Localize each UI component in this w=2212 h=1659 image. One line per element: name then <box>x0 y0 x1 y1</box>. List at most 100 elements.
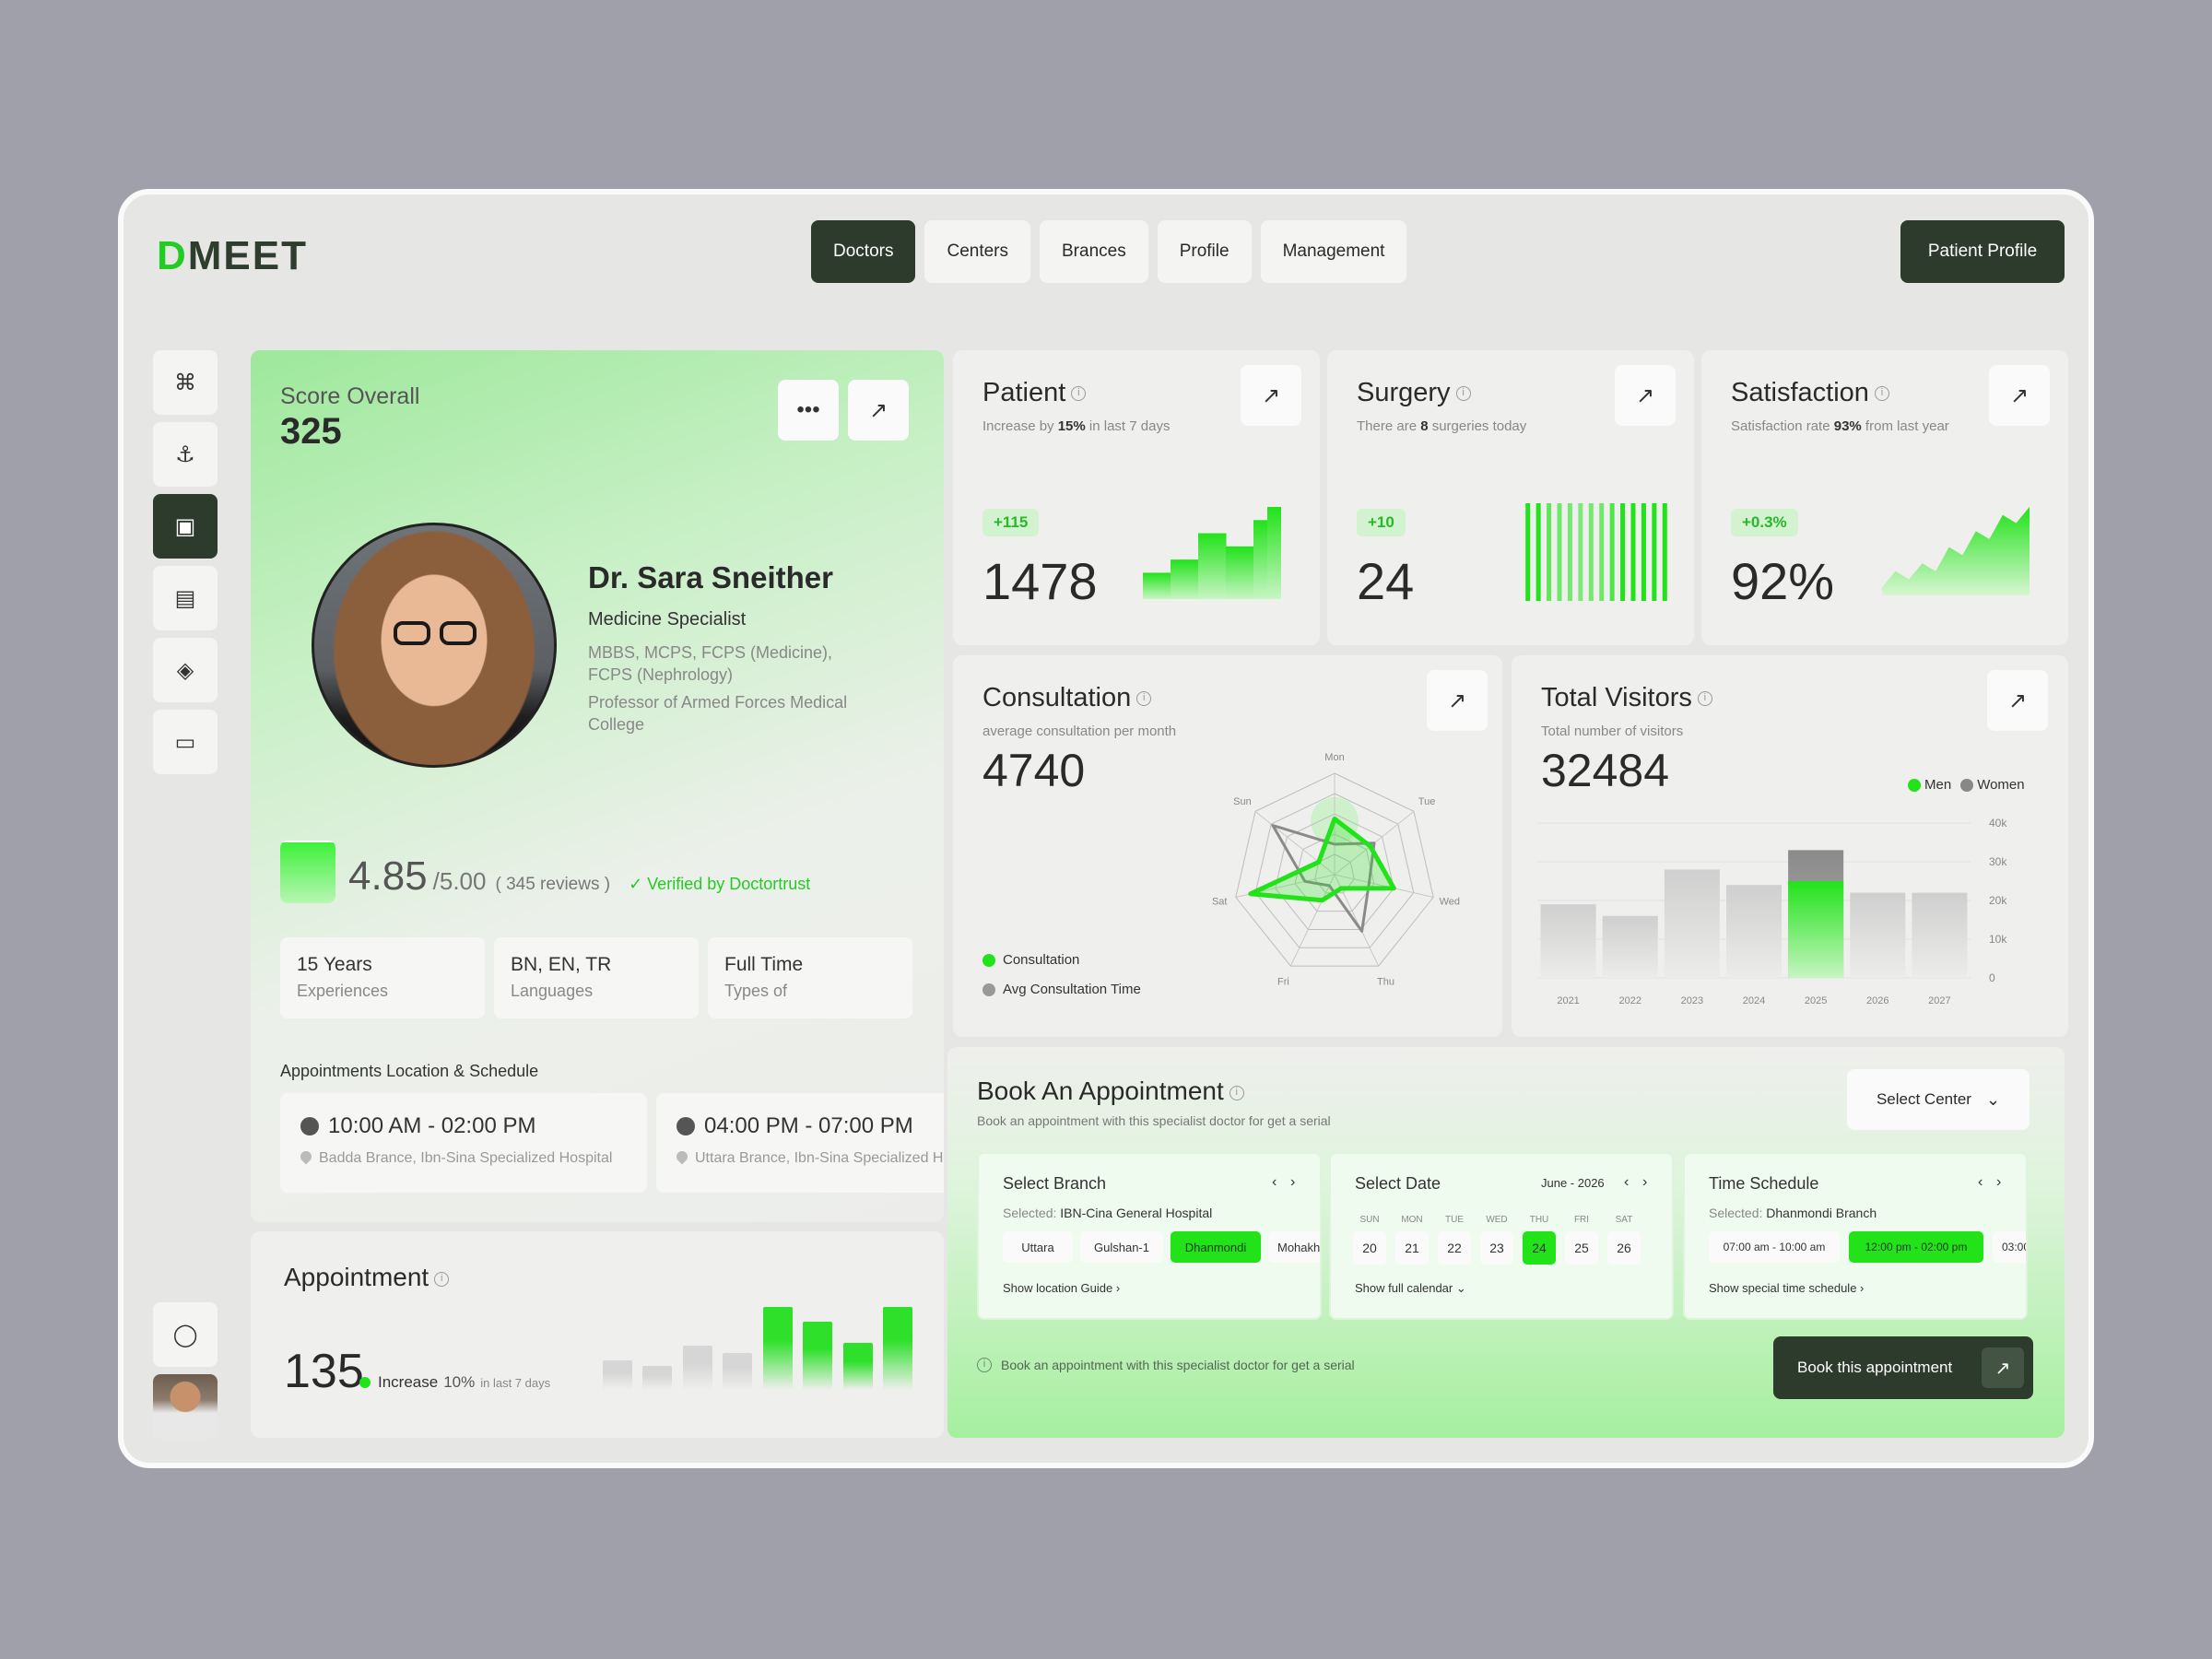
branch-option[interactable]: Mohakhali <box>1268 1231 1320 1263</box>
select-center-dropdown[interactable]: Select Center ⌄ <box>1847 1069 2030 1130</box>
info-icon[interactable]: i <box>1455 386 1471 402</box>
archive-icon[interactable]: ▤ <box>153 566 218 630</box>
visitors-bar-women <box>1602 915 1658 978</box>
chevron-right-icon[interactable]: › <box>1642 1174 1648 1190</box>
stat-value: Full Time <box>724 954 804 975</box>
expand-arrow-icon[interactable]: ↗ <box>1615 365 1676 426</box>
info-icon[interactable]: i <box>1136 691 1152 707</box>
select-center-label: Select Center <box>1876 1090 1971 1108</box>
booking-title: Book An Appointment i <box>977 1077 1244 1106</box>
branch-option[interactable]: Uttara <box>1003 1231 1073 1263</box>
info-icon[interactable]: i <box>1874 386 1889 402</box>
card-title-text: Total Visitors <box>1541 683 1692 712</box>
kpi-sub-pre: Increase by <box>982 418 1058 434</box>
chevron-left-icon[interactable]: ‹ <box>1272 1174 1277 1190</box>
expand-arrow-icon[interactable]: ↗ <box>848 380 909 441</box>
day-name: FRI <box>1573 1215 1590 1225</box>
nav-profile[interactable]: Profile <box>1157 220 1252 283</box>
logo[interactable]: DMEET <box>157 233 309 278</box>
surgery-bar <box>1578 503 1583 601</box>
time-slot[interactable]: 03:00 pm - 05:00 pm <box>1993 1231 2026 1263</box>
doctor-name: Dr. Sara Sneither <box>588 560 833 594</box>
nav-brances[interactable]: Brances <box>1040 220 1148 283</box>
kpi-title-text: Satisfaction <box>1731 378 1869 407</box>
time-slot-selected[interactable]: 12:00 pm - 02:00 pm <box>1849 1231 1983 1263</box>
visitors-x-tick: 2021 <box>1557 995 1579 1006</box>
patient-profile-button[interactable]: Patient Profile <box>1900 220 2065 283</box>
kpi-sub-pre: Satisfaction rate <box>1731 418 1834 434</box>
schedule-slot[interactable]: 04:00 PM - 07:00 PM Uttara Brance, Ibn-S… <box>656 1093 944 1193</box>
chat-icon[interactable]: ◯ <box>153 1302 218 1367</box>
day-cell[interactable]: 26 <box>1607 1231 1641 1265</box>
time-slot[interactable]: 07:00 am - 10:00 am <box>1709 1231 1840 1263</box>
chevron-left-icon[interactable]: ‹ <box>1624 1174 1630 1190</box>
day-name: SUN <box>1359 1215 1380 1225</box>
kpi-sub-bold: 15% <box>1057 418 1086 434</box>
branch-option[interactable]: Dhanmondi <box>1171 1231 1261 1263</box>
anchor-icon[interactable]: ⚓ <box>153 422 218 487</box>
stat-label: Types of <box>724 982 788 1000</box>
day-cell-selected[interactable]: 24 <box>1523 1231 1556 1265</box>
chevron-left-icon[interactable]: ‹ <box>1978 1174 1983 1190</box>
patient-bar <box>1171 559 1185 599</box>
book-appointment-button[interactable]: Book this appointment ↗ <box>1773 1336 2033 1399</box>
briefcase-icon[interactable]: ▣ <box>153 494 218 559</box>
box-icon[interactable]: ◈ <box>153 638 218 702</box>
patient-badge: +115 <box>982 509 1040 536</box>
info-icon[interactable]: i <box>1229 1085 1244 1100</box>
patient-bar <box>1184 559 1199 599</box>
special-time-link[interactable]: Show special time schedule › <box>1709 1281 1865 1295</box>
nav-centers[interactable]: Centers <box>924 220 1030 283</box>
nav-doctors[interactable]: Doctors <box>811 220 916 283</box>
surgery-bar <box>1557 503 1562 601</box>
surgery-card: Surgery i There are 8 surgeries today ↗ +… <box>1327 350 1694 645</box>
monitor-icon[interactable]: ▭ <box>153 710 218 774</box>
day-cell[interactable]: 25 <box>1565 1231 1598 1265</box>
surgery-title: Surgery i <box>1357 378 1471 408</box>
legend-consultation: Consultation <box>982 952 1079 968</box>
schedule-title: Appointments Location & Schedule <box>280 1062 539 1080</box>
chevron-right-icon[interactable]: › <box>1996 1174 2002 1190</box>
user-avatar[interactable] <box>153 1374 218 1439</box>
day-cell[interactable]: 21 <box>1395 1231 1429 1265</box>
day-cell[interactable]: 22 <box>1438 1231 1471 1265</box>
info-icon[interactable]: i <box>1697 691 1712 707</box>
visitors-card: Total Visitors i Total number of visitors… <box>1512 655 2068 1037</box>
legend-label: Avg Consultation Time <box>1003 982 1141 997</box>
nav-management[interactable]: Management <box>1260 220 1407 283</box>
expand-arrow-icon[interactable]: ↗ <box>1427 670 1488 731</box>
info-icon[interactable]: i <box>1071 386 1087 402</box>
patient-bar <box>1157 572 1171 599</box>
link-text: Show full calendar <box>1355 1281 1453 1295</box>
branch-option[interactable]: Gulshan-1 <box>1080 1231 1163 1263</box>
doctor-profile-card: Score Overall 325 ••• ↗ Dr. Sara Sneithe… <box>251 350 944 1222</box>
doctor-position: Professor of Armed Forces Medical Colleg… <box>588 693 848 734</box>
expand-arrow-icon[interactable]: ↗ <box>1989 365 2050 426</box>
info-icon[interactable]: i <box>434 1271 450 1287</box>
appointment-bar <box>603 1359 632 1390</box>
day-name: THU <box>1529 1215 1549 1225</box>
expand-arrow-icon[interactable]: ↗ <box>1987 670 2048 731</box>
top-nav: Doctors Centers Brances Profile Manageme… <box>811 220 1407 283</box>
visitors-bar-women <box>1850 892 1906 978</box>
chevron-right-icon[interactable]: › <box>1290 1174 1296 1190</box>
selected-label: Selected: <box>1709 1206 1763 1220</box>
full-calendar-link[interactable]: Show full calendar ⌄ <box>1355 1281 1466 1295</box>
day-cell[interactable]: 23 <box>1480 1231 1513 1265</box>
location-guide-link[interactable]: Show location Guide › <box>1003 1281 1121 1295</box>
radar-axis-label: Tue <box>1418 796 1436 807</box>
app-window: DMEET Doctors Centers Brances Profile Ma… <box>118 189 2094 1468</box>
satisfaction-area-chart <box>1882 507 2030 595</box>
expand-arrow-icon[interactable]: ↗ <box>1241 365 1301 426</box>
status-dot <box>359 1377 371 1388</box>
schedule-slot[interactable]: 10:00 AM - 02:00 PM Badda Brance, Ibn-Si… <box>280 1093 647 1193</box>
command-icon[interactable]: ⌘ <box>153 350 218 415</box>
languages-stat: BN, EN, TR Languages <box>494 937 699 1018</box>
schedule-place: Badda Brance, Ibn-Sina Specialized Hospi… <box>319 1150 613 1166</box>
stat-label: Experiences <box>297 982 389 1000</box>
more-button[interactable]: ••• <box>778 380 839 441</box>
schedule-time: 10:00 AM - 02:00 PM <box>328 1113 536 1138</box>
rating-value: 4.85 <box>348 853 428 899</box>
card-title-text: Consultation <box>982 683 1132 712</box>
day-cell[interactable]: 20 <box>1353 1231 1386 1265</box>
